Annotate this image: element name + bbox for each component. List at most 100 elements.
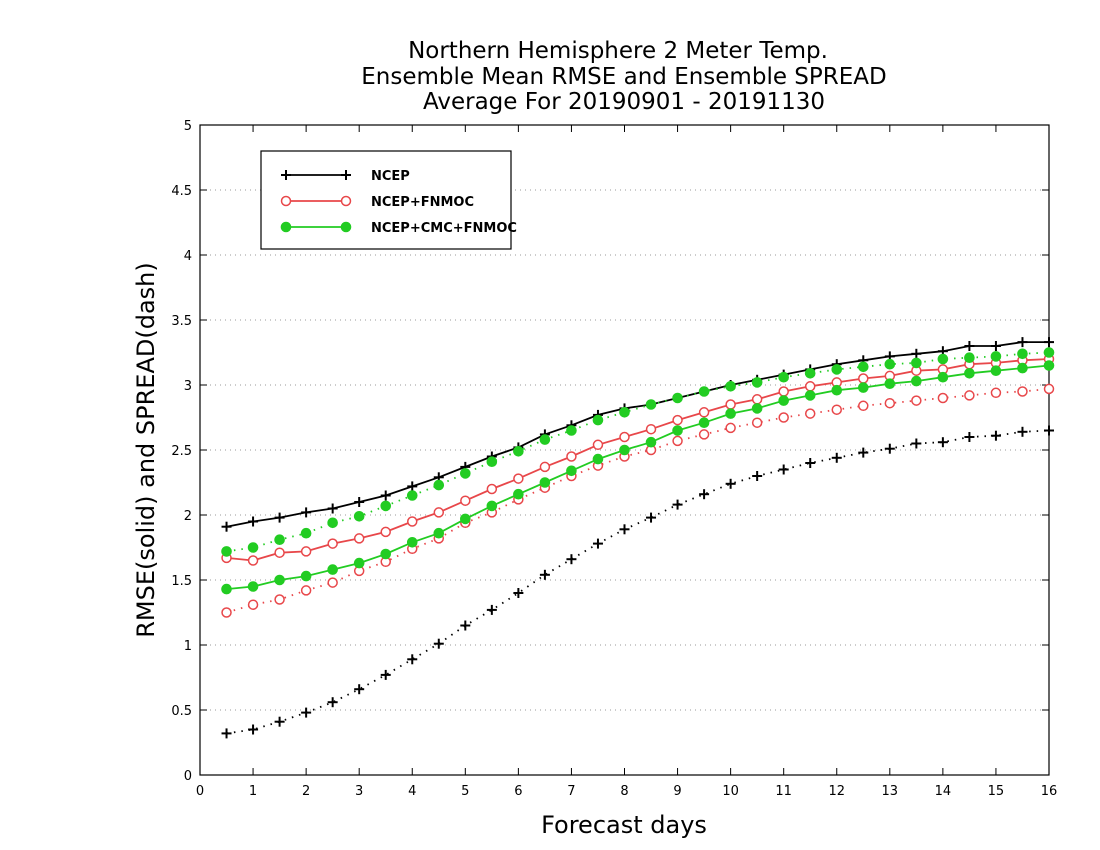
y-tick-label: 3.5 bbox=[171, 314, 192, 329]
series-ncep-cmc-fnmoc-rmse-point bbox=[804, 390, 816, 401]
series-ncep-fnmoc-rmse-point bbox=[460, 495, 471, 506]
series-ncep-spread-point bbox=[592, 538, 603, 549]
y-tick-label: 4.5 bbox=[171, 184, 192, 199]
series-ncep-cmc-fnmoc-rmse-point bbox=[513, 488, 524, 500]
series-ncep-rmse-point bbox=[407, 481, 418, 492]
series-ncep-fnmoc-spread-point bbox=[725, 422, 736, 434]
series-ncep-cmc-fnmoc-spread-point bbox=[831, 364, 843, 375]
series-ncep-cmc-fnmoc-spread-point bbox=[433, 479, 445, 491]
series-ncep-spread-line bbox=[226, 429, 1050, 735]
x-tick-label: 14 bbox=[935, 784, 952, 799]
legend-marker-ncep-fnmoc bbox=[340, 195, 352, 207]
series-ncep-fnmoc-spread-point bbox=[858, 400, 869, 412]
series-ncep-cmc-fnmoc-rmse-point bbox=[1017, 362, 1028, 374]
series-ncep-fnmoc-rmse-point bbox=[486, 483, 498, 495]
series-ncep-spread-point bbox=[460, 620, 471, 631]
series-ncep-rmse-point bbox=[1017, 337, 1028, 348]
series-ncep-spread-point bbox=[539, 569, 550, 580]
series-ncep-rmse-point bbox=[274, 512, 285, 523]
series-ncep-fnmoc-spread-point bbox=[672, 435, 683, 447]
series-ncep-cmc-fnmoc-spread-point bbox=[911, 357, 922, 369]
series-ncep-cmc-fnmoc-rmse-point bbox=[300, 570, 312, 582]
series-ncep-spread-point bbox=[858, 447, 869, 458]
series-ncep-cmc-fnmoc-spread-point bbox=[990, 351, 1002, 362]
x-axis-label: Forecast days bbox=[541, 811, 707, 839]
y-tick-label: 0 bbox=[184, 769, 192, 784]
series-ncep-cmc-fnmoc-spread-point bbox=[460, 468, 471, 479]
series-ncep-fnmoc-spread-point bbox=[751, 417, 763, 428]
series-layer bbox=[221, 337, 1055, 739]
series-ncep-cmc-fnmoc-spread-point bbox=[300, 527, 312, 539]
series-ncep-cmc-fnmoc-rmse-point bbox=[221, 583, 232, 595]
series-ncep-spread-point bbox=[990, 430, 1001, 441]
series-ncep-cmc-fnmoc-rmse-point bbox=[380, 548, 392, 560]
x-tick-label: 2 bbox=[302, 784, 310, 799]
series-ncep-cmc-fnmoc-rmse-point bbox=[725, 408, 736, 419]
series-ncep-fnmoc-rmse-point bbox=[566, 451, 577, 462]
series-ncep-cmc-fnmoc-spread-point bbox=[566, 425, 577, 436]
x-tick-label: 1 bbox=[249, 784, 257, 799]
legend-marker-ncep bbox=[341, 170, 351, 180]
series-ncep-cmc-fnmoc-spread-point bbox=[1043, 347, 1055, 358]
series-ncep-cmc-fnmoc-spread-point bbox=[274, 534, 285, 546]
legend-label-ncep-cmc-fnmoc: NCEP+CMC+FNMOC bbox=[371, 221, 517, 236]
series-ncep-cmc-fnmoc-spread-point bbox=[804, 368, 816, 379]
series-ncep-rmse-point bbox=[1044, 337, 1054, 348]
series-ncep-cmc-fnmoc-spread-point bbox=[486, 456, 498, 468]
series-ncep-cmc-fnmoc-spread-point bbox=[698, 386, 710, 397]
series-ncep-cmc-fnmoc-rmse-point bbox=[539, 477, 551, 488]
series-ncep-fnmoc-spread-point bbox=[698, 429, 710, 440]
series-ncep-cmc-fnmoc-spread-point bbox=[937, 353, 949, 365]
series-ncep-cmc-fnmoc-spread-line bbox=[226, 351, 1050, 553]
series-ncep-cmc-fnmoc-rmse-point bbox=[831, 384, 843, 396]
series-ncep-fnmoc-rmse-point bbox=[592, 439, 604, 451]
series-ncep-rmse-point bbox=[221, 521, 232, 532]
x-tick-label: 10 bbox=[722, 784, 739, 799]
y-tick-label: 0.5 bbox=[171, 704, 192, 719]
series-ncep-cmc-fnmoc-rmse-point bbox=[486, 500, 498, 512]
series-ncep-fnmoc-spread-point bbox=[1017, 386, 1028, 397]
series-ncep-spread-point bbox=[274, 716, 285, 727]
series-ncep-cmc-fnmoc-spread-point bbox=[221, 546, 232, 557]
series-ncep-fnmoc-spread-point bbox=[884, 397, 896, 409]
series-ncep-fnmoc-spread-point bbox=[911, 395, 922, 406]
title-line-1: Northern Hemisphere 2 Meter Temp. bbox=[408, 38, 828, 64]
series-ncep-fnmoc-rmse-line bbox=[226, 358, 1050, 562]
series-ncep-cmc-fnmoc-rmse-point bbox=[406, 537, 418, 548]
series-ncep-spread-point bbox=[672, 499, 683, 510]
series-ncep-fnmoc-spread-point bbox=[990, 387, 1002, 399]
series-ncep-rmse-point bbox=[911, 348, 922, 359]
x-tick-label: 7 bbox=[567, 784, 575, 799]
x-tick-label: 3 bbox=[355, 784, 363, 799]
series-ncep-cmc-fnmoc-spread-point bbox=[857, 361, 869, 373]
series-ncep-rmse-point bbox=[301, 507, 312, 518]
axis-ticks: 00.511.522.533.544.550 1 2 3 4 5 6 7 8 9 10 11 12 13 1… bbox=[171, 119, 1057, 799]
series-ncep-rmse-point bbox=[964, 341, 975, 351]
series-ncep-spread-point bbox=[619, 524, 630, 535]
series-ncep-cmc-fnmoc-spread-point bbox=[751, 377, 763, 388]
series-ncep-cmc-fnmoc-rmse-point bbox=[592, 453, 604, 465]
legend-marker-ncep bbox=[281, 170, 291, 180]
series-ncep-fnmoc-spread-point bbox=[247, 599, 259, 610]
series-ncep-cmc-fnmoc-spread-point bbox=[884, 358, 896, 370]
series-ncep-fnmoc-rmse-point bbox=[300, 546, 312, 557]
y-tick-label: 4 bbox=[184, 249, 192, 264]
series-ncep-fnmoc-rmse-point bbox=[698, 407, 710, 418]
series-ncep-spread-point bbox=[805, 458, 816, 468]
series-ncep-spread-point bbox=[937, 437, 948, 448]
series-ncep-cmc-fnmoc-rmse-point bbox=[247, 581, 259, 592]
series-ncep-cmc-fnmoc-rmse-point bbox=[990, 365, 1002, 377]
series-ncep-fnmoc-rmse-point bbox=[858, 373, 869, 384]
series-ncep-fnmoc-rmse-point bbox=[645, 423, 657, 435]
series-ncep-spread-point bbox=[566, 554, 577, 565]
series-ncep-spread-point bbox=[1044, 425, 1054, 436]
legend-label-ncep-fnmoc: NCEP+FNMOC bbox=[371, 195, 474, 210]
series-ncep-fnmoc-rmse-point bbox=[380, 526, 391, 538]
series-ncep-cmc-fnmoc-rmse-point bbox=[672, 425, 683, 436]
series-ncep-fnmoc-rmse-point bbox=[725, 399, 736, 410]
series-ncep-cmc-fnmoc-rmse-point bbox=[778, 395, 789, 406]
series-ncep-cmc-fnmoc-rmse-point bbox=[964, 368, 975, 379]
series-ncep-fnmoc-spread-point bbox=[327, 577, 338, 588]
series-ncep-cmc-fnmoc-spread-point bbox=[672, 392, 683, 404]
series-ncep-spread-point bbox=[327, 697, 338, 708]
